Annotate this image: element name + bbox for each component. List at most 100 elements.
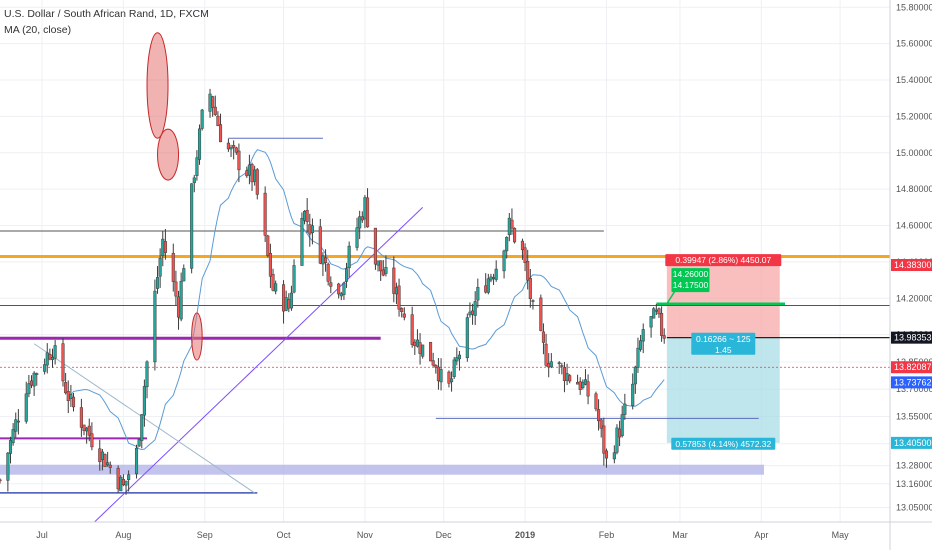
candle [413,341,417,347]
candle [586,381,590,397]
candle [176,296,181,318]
candle [612,452,616,460]
candle [321,255,325,265]
price-tag-bg [891,436,932,449]
candle [308,224,312,235]
candle [69,394,73,400]
candle [355,227,359,248]
candle [429,341,433,362]
candle [124,480,128,486]
candle [394,287,398,295]
candle [134,447,139,475]
candle [439,369,443,383]
x-tick-label: May [832,530,850,540]
candle [250,164,254,183]
candle [292,265,296,293]
chart-title: U.S. Dollar / South African Rand, 1D, FX… [4,8,209,20]
candle [513,227,517,243]
candle [410,314,414,345]
candle [347,245,351,269]
candle [119,476,123,492]
candle [108,464,112,468]
candle [455,357,459,362]
candle [182,268,186,282]
candle [578,381,582,390]
x-tick-label: Mar [672,530,688,540]
candle [494,268,498,280]
candle [457,354,461,360]
current-box-bg [691,332,756,355]
candle [562,367,567,381]
candle [100,451,104,461]
y-tick-label: 13.55000 [896,412,932,422]
price-tag-text: 14.38300 [894,260,932,270]
candle [581,381,585,388]
candle [127,474,131,480]
candle [379,260,383,272]
candle [50,357,55,360]
candle [450,378,454,383]
candle [247,164,251,176]
price-tag-bg [891,259,932,272]
candle [597,409,601,422]
price-tag-bg [891,331,932,344]
candle [11,429,15,443]
price-tag-bg [891,361,932,374]
candle [415,339,419,347]
candle [421,344,425,357]
target-box: 0.39947 (2.86%) 4450.07 [665,254,782,267]
candle [29,380,34,386]
candle [82,424,86,431]
candle [66,391,70,401]
candle [106,462,110,466]
candle [397,285,401,310]
candle [266,235,270,256]
candle [599,419,603,429]
candle [253,169,257,182]
stop-zone [666,337,780,443]
candle [245,170,249,177]
candle [195,157,199,176]
candle [434,365,438,368]
candle [654,309,658,312]
candle [510,219,514,229]
candle [237,150,241,171]
y-tick-label: 14.60000 [896,221,932,231]
x-tick-label: Aug [115,530,131,540]
ellipse-high [146,32,169,139]
candle [179,280,183,320]
candle [274,283,278,292]
price-tag: 13.73762 [891,376,932,389]
candle [35,373,39,375]
candle [90,433,94,448]
y-tick-label: 14.80000 [896,184,932,194]
candle [604,450,609,459]
price-tag: 13.98353 [891,331,932,344]
candle [318,226,322,264]
candle [358,216,362,229]
current-box-text: 1.45 [715,345,732,355]
candle [468,311,472,316]
indicator-label: MA (20, close) [4,24,71,36]
rising-trendline[interactable] [94,206,424,523]
candle [502,250,506,272]
candle [302,210,307,221]
candle [568,375,572,382]
candle [641,329,645,342]
y-tick-label: 14.20000 [896,293,932,303]
price-tag: 14.38300 [891,259,932,272]
candle [271,274,275,291]
price-tag-text: 13.40500 [894,438,932,448]
candle [492,277,496,279]
candle [98,448,102,463]
candle [263,192,267,236]
candle [384,267,388,274]
x-tick-label: Oct [277,530,292,540]
candle [528,277,532,299]
candle [218,124,223,143]
candle [6,452,10,481]
candle [505,237,509,252]
